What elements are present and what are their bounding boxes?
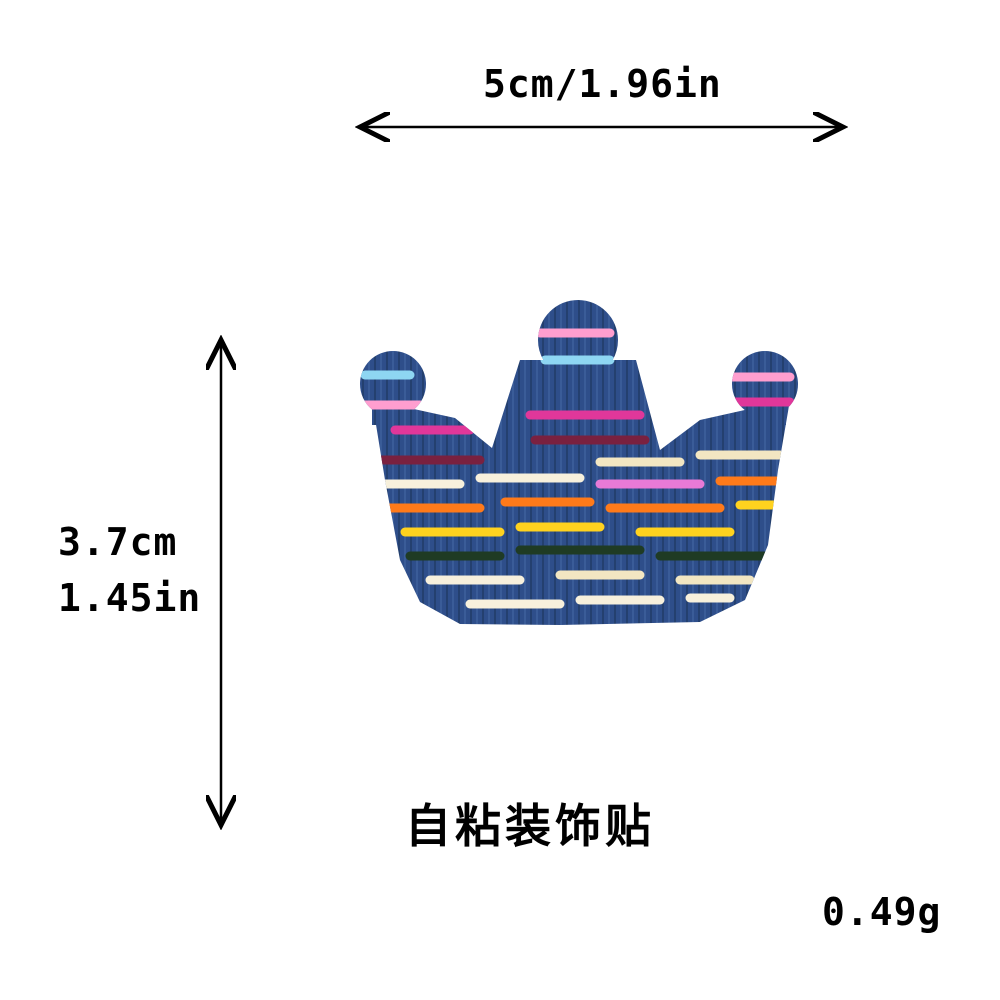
product-caption: 自粘装饰贴 [405,799,655,853]
width-dimension-label: 5cm/1.96in [483,62,722,106]
height-dimension-cm-label: 3.7cm [58,520,178,564]
weight-label: 0.49g [822,890,942,934]
height-dimension-in-label: 1.45in [58,576,202,620]
